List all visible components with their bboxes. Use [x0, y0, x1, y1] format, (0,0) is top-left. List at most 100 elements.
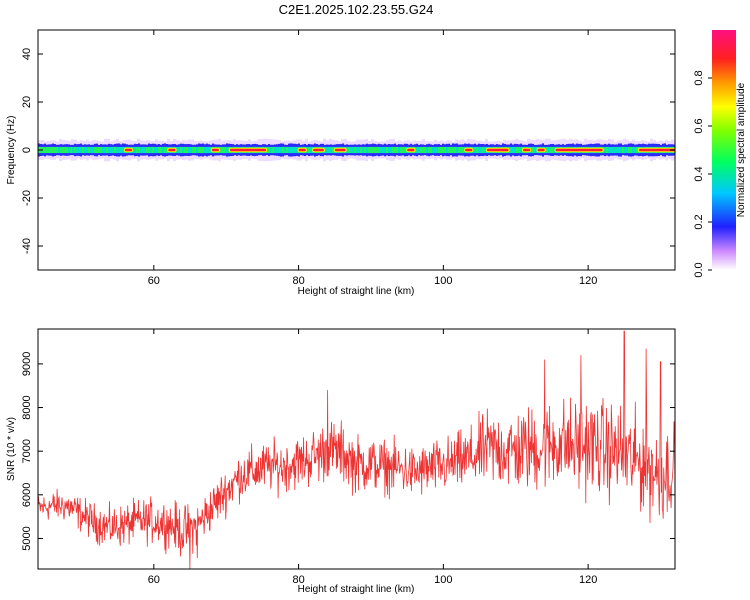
band-core — [366, 146, 368, 154]
band-core — [86, 146, 88, 154]
band-core — [630, 146, 632, 154]
band-core — [220, 146, 222, 154]
band-core — [634, 146, 636, 154]
band-core — [276, 146, 278, 154]
band-core — [280, 146, 282, 154]
band-core — [632, 146, 634, 154]
band-core — [460, 146, 462, 154]
band-core — [458, 146, 460, 154]
band-core — [380, 146, 382, 154]
band-core — [114, 146, 116, 154]
band-core — [188, 146, 190, 154]
band-core — [418, 146, 420, 154]
band-core — [332, 146, 334, 154]
band-core — [94, 146, 96, 154]
band-core — [52, 146, 54, 154]
band-core — [446, 146, 448, 154]
band-core — [140, 146, 142, 154]
band-core — [364, 146, 366, 154]
band-core — [370, 146, 372, 154]
band-core — [292, 146, 294, 154]
band-core — [328, 146, 330, 154]
band-peak — [638, 148, 675, 152]
band-peak — [486, 148, 509, 152]
band-core — [82, 146, 84, 154]
band-core — [66, 146, 68, 154]
band-core — [78, 146, 80, 154]
band-core — [158, 146, 160, 154]
band-peak — [124, 148, 133, 152]
band-peak — [334, 148, 346, 152]
bottom-x-axis-label: Height of straight line (km) — [298, 584, 415, 595]
band-peak — [537, 148, 545, 152]
band-core — [434, 146, 436, 154]
band-core — [176, 146, 178, 154]
band-core — [92, 146, 94, 154]
band-core — [436, 146, 438, 154]
bottom-x-ticks: 60 80 100 120 — [148, 329, 597, 586]
band-core — [356, 146, 358, 154]
band-core — [182, 146, 184, 154]
colorbar: 0.0 0.2 0.4 0.6 0.8 Normalized spectral ampl… — [693, 30, 747, 278]
snr-frame — [37, 328, 676, 570]
band-core — [610, 146, 612, 154]
band-core — [294, 146, 296, 154]
band-core — [148, 146, 150, 154]
band-core — [368, 146, 370, 154]
bottom-y-ticks: 5000 6000 7000 8000 9000 — [21, 352, 675, 551]
band-core — [386, 146, 388, 154]
band-core — [432, 146, 434, 154]
band-core — [206, 146, 208, 154]
bottom-x-tick-label: 80 — [292, 574, 304, 586]
top-y-tick-label: 0 — [21, 147, 33, 153]
band-core — [70, 146, 72, 154]
band-core — [180, 146, 182, 154]
band-core — [104, 146, 106, 154]
band-core — [50, 146, 52, 154]
band-core — [278, 146, 280, 154]
band-core — [384, 146, 386, 154]
band-core — [110, 146, 112, 154]
band-core — [194, 146, 196, 154]
band-core — [286, 146, 288, 154]
band-core — [268, 146, 270, 154]
band-core — [362, 146, 364, 154]
bottom-y-tick-label: 6000 — [21, 483, 33, 507]
band-core — [72, 146, 74, 154]
chart-title: C2E1.2025.102.23.55.G24 — [279, 2, 434, 17]
band-core — [510, 146, 512, 154]
band-core — [84, 146, 86, 154]
band-core — [324, 146, 326, 154]
band-core — [200, 146, 202, 154]
band-core — [44, 146, 46, 154]
band-core — [150, 146, 152, 154]
band-peak — [298, 148, 306, 152]
top-y-tick-label: 20 — [21, 96, 33, 108]
heatmap-band — [38, 138, 675, 162]
band-core — [106, 146, 108, 154]
band-core — [326, 146, 328, 154]
band-core — [142, 146, 144, 154]
top-x-tick-label: 60 — [148, 275, 160, 287]
band-core — [166, 146, 168, 154]
band-core — [226, 146, 228, 154]
band-core — [476, 146, 478, 154]
band-core — [354, 146, 356, 154]
band-core — [618, 146, 620, 154]
band-core — [374, 146, 376, 154]
band-core — [430, 146, 432, 154]
bottom-y-tick-label: 5000 — [21, 526, 33, 550]
band-core — [116, 146, 118, 154]
band-core — [382, 146, 384, 154]
colorbar-label: Normalized spectral amplitude — [736, 82, 747, 217]
colorbar-tick-label: 0.6 — [693, 118, 705, 133]
band-core — [404, 146, 406, 154]
band-core — [346, 146, 348, 154]
band-core — [108, 146, 110, 154]
band-core — [426, 146, 428, 154]
band-core — [400, 146, 402, 154]
band-peak — [407, 148, 415, 152]
band-core — [534, 146, 536, 154]
band-core — [64, 146, 66, 154]
band-core — [48, 146, 50, 154]
